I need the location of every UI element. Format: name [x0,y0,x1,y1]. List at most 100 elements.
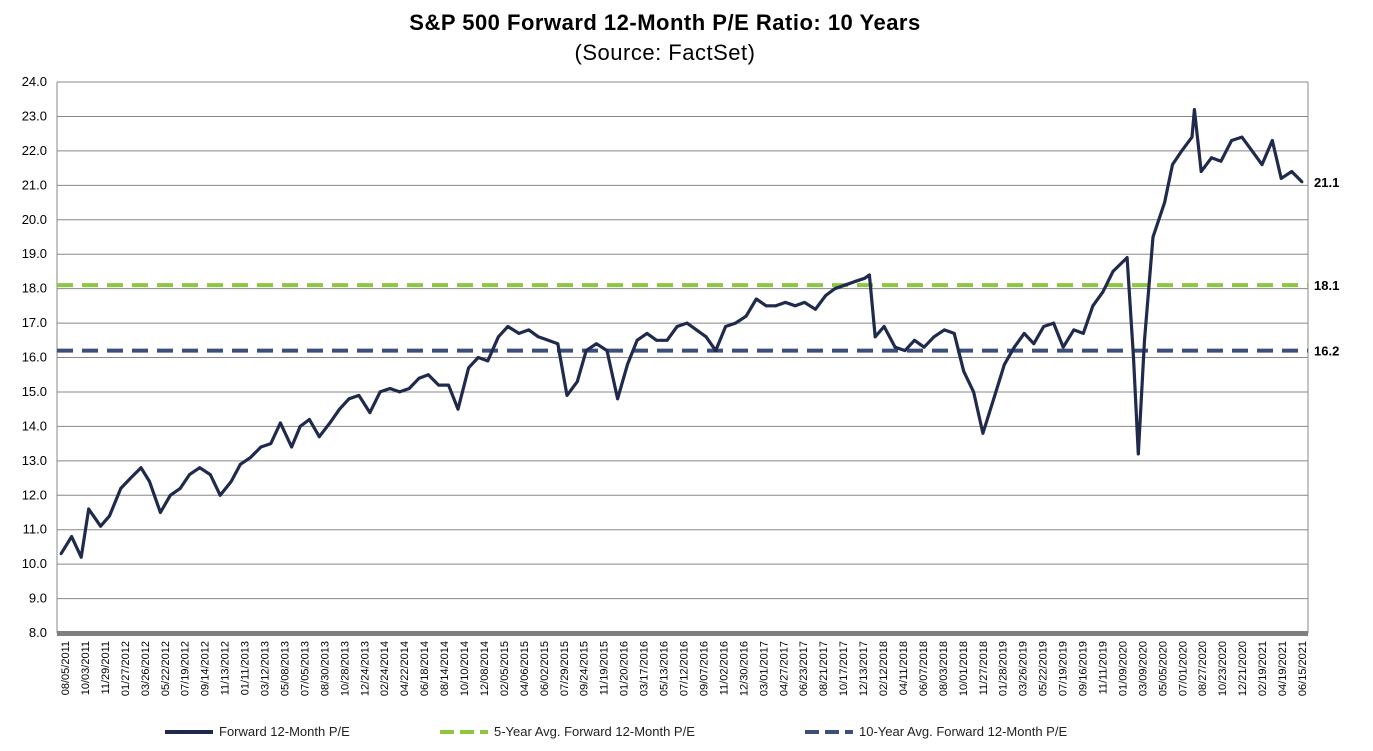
x-tick-label: 03/12/2013 [260,641,272,696]
x-tick-label: 08/27/2020 [1197,641,1209,696]
x-tick-label: 06/02/2015 [539,641,551,696]
legend-swatch-10yr [805,729,853,734]
pe-data-point [1032,342,1036,346]
pe-data-point [59,552,63,556]
pe-data-point [814,307,817,311]
pe-data-point [714,349,718,353]
pe-data-point [188,473,191,476]
pe-data-point [893,345,897,349]
pe-data-point [506,325,510,328]
y-tick-label: 17.0 [22,315,47,330]
pe-data-point [793,304,797,308]
x-tick-label: 09/24/2015 [579,641,591,696]
pe-data-point [1230,139,1234,142]
pe-data-point [843,283,847,287]
x-tick-label: 07/12/2016 [679,641,691,696]
pe-data-point [79,555,83,559]
average-lines [57,283,1308,353]
pe-data-point [1143,338,1146,342]
pe-data-point [942,328,946,332]
pe-data-point [1081,331,1085,335]
y-axis: 8.0 9.0 10.0 11.0 12.0 13.0 14.0 15.0 16.0 17.0 18… [22,74,47,640]
pe-data-point [357,393,361,397]
pe-data-point [70,535,73,538]
avg-5yr-label: 18.1 [1314,278,1339,293]
pe-data-point [1260,163,1264,167]
pe-data-point [1190,135,1194,139]
pe-data-point [645,331,649,335]
pe-data-point [783,301,787,304]
x-tick-label: 05/22/2012 [160,641,172,696]
pe-data-point [724,325,727,328]
pe-data-point [139,466,143,470]
y-tick-label: 23.0 [22,108,47,123]
pe-data-point [1290,170,1294,173]
legend-label-5yr: 5-Year Avg. Forward 12-Month P/E [494,724,695,739]
y-tick-label: 9.0 [29,591,47,606]
pe-data-point [249,455,253,459]
pe-data-point [774,304,778,308]
pe-data-point [1061,345,1065,349]
pe-data-point [1136,452,1140,456]
x-tick-label: 11/29/2011 [100,641,112,694]
pe-data-point [178,486,182,490]
x-tick-label: 11/13/2012 [220,641,232,695]
pe-data-point [308,418,311,421]
pe-data-point [218,493,222,497]
pe-data-point [863,276,867,280]
x-tick-label: 08/05/2011 [60,641,72,695]
pe-data-point [616,397,620,401]
pe-data-point [1180,149,1184,153]
y-tick-label: 13.0 [22,453,47,468]
x-tick-label: 12/13/2017 [858,641,870,696]
pe-data-point [584,349,588,353]
legend-item-10yr: 10-Year Avg. Forward 12-Month P/E [805,724,1067,739]
x-tick-label: 06/07/2018 [918,641,930,696]
x-tick-label: 04/11/2018 [898,641,910,695]
pe-data-point [962,369,966,373]
x-tick-label: 10/10/2014 [459,641,471,696]
series-layer [59,108,1304,559]
chart-title: S&P 500 Forward 12-Month P/E Ratio: 10 Y… [409,10,921,35]
x-tick-label: 12/21/2020 [1237,641,1249,696]
x-tick-label: 05/05/2020 [1157,641,1169,696]
pe-data-point [972,390,976,394]
pe-data-point [565,393,569,397]
end-labels: 18.1 16.2 21.1 [1314,175,1339,359]
x-tick-label: 12/24/2013 [359,641,371,696]
pe-data-point [317,435,321,439]
pe-data-point [1022,331,1026,335]
y-tick-label: 11.0 [23,522,47,537]
x-tick-label: 04/27/2017 [778,641,790,696]
y-tick-label: 8.0 [29,625,47,640]
x-tick-label: 10/01/2018 [958,641,970,696]
pe-data-point [754,297,758,301]
pe-data-point [328,421,332,425]
y-tick-label: 15.0 [22,384,47,399]
x-tick-label: 04/06/2015 [519,641,531,696]
x-tick-label: 06/18/2014 [419,641,431,696]
pe-data-point [685,321,689,325]
pe-data-point [486,359,490,363]
pe-data-point [1012,345,1016,349]
x-tick-label: 06/23/2017 [798,641,810,696]
pe-data-point [398,390,402,394]
x-tick-label: 12/08/2014 [479,641,491,696]
x-tick-label: 10/23/2020 [1217,641,1229,696]
x-tick-label: 03/17/2016 [639,641,651,696]
x-tick-label: 10/17/2017 [838,641,850,696]
pe-data-point [1091,304,1095,308]
pe-data-point [269,442,273,445]
pe-data-point [1002,362,1006,366]
pe-data-point [1052,321,1055,325]
pe-data-point [981,431,985,435]
y-tick-label: 19.0 [22,246,47,261]
y-tick-label: 20.0 [22,212,47,227]
x-tick-label: 03/01/2017 [758,641,770,696]
x-axis: 08/05/2011 10/03/2011 11/29/2011 01/27/2012… [57,631,1309,696]
pe-data-point [1171,163,1174,167]
pe-data-point [932,335,936,339]
pe-data-point [368,411,372,414]
x-tick-label: 02/19/2021 [1257,641,1269,696]
x-tick-label: 03/26/2019 [1018,641,1030,696]
